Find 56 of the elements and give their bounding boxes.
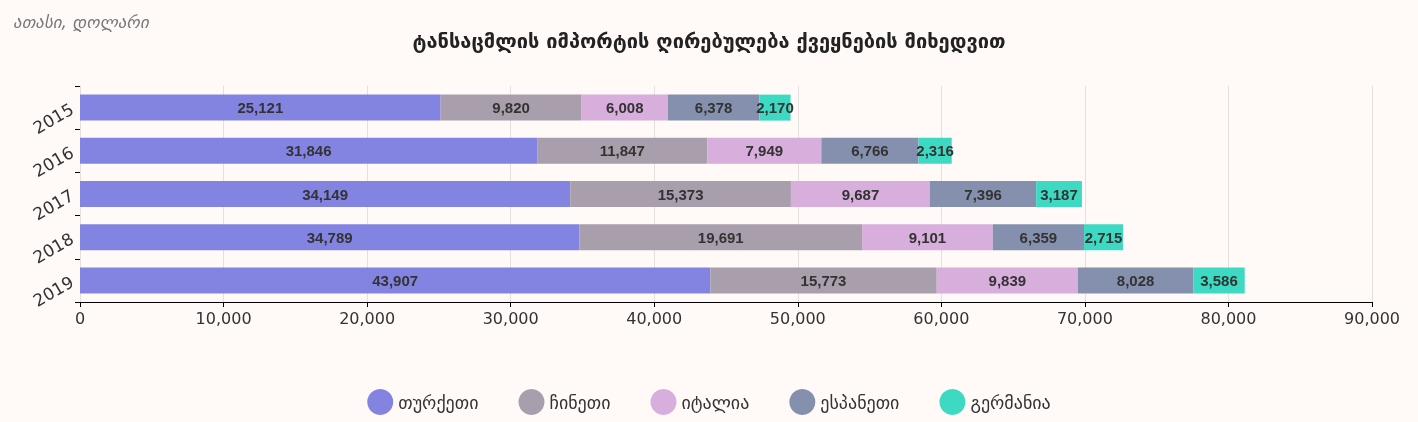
bar — [80, 224, 580, 251]
data-label: 9,101 — [908, 228, 947, 246]
x-tick-label: 70,000 — [1056, 308, 1113, 328]
bar — [80, 181, 571, 207]
chart-title: ტანსაცმლის იმპორტის ღირებულება ქვეყნების მიხედვით — [412, 29, 1006, 53]
data-label: 9,839 — [988, 271, 1027, 289]
bar — [707, 137, 822, 164]
legend-label: გერმანია — [970, 391, 1051, 413]
data-label: 9,820 — [492, 99, 530, 117]
bar — [440, 94, 582, 121]
data-label: 6,008 — [605, 99, 644, 117]
bar — [579, 224, 863, 251]
x-tick-label: 0 — [74, 308, 86, 328]
legend-label: ესპანეთი — [820, 391, 900, 413]
bar — [1077, 267, 1194, 294]
data-label: 15,773 — [800, 271, 847, 289]
x-tick-label: 60,000 — [913, 308, 970, 328]
legend-label: თურქეთი — [398, 391, 479, 413]
data-label: 15,373 — [657, 185, 704, 203]
data-label: 9,687 — [841, 185, 880, 203]
bar — [80, 137, 538, 164]
bar — [80, 267, 711, 294]
data-label: 7,396 — [964, 185, 1002, 203]
legend-label: იტალია — [681, 391, 750, 413]
data-label: 6,378 — [694, 99, 733, 117]
data-label: 3,187 — [1040, 185, 1078, 203]
bar — [80, 94, 441, 121]
data-label: 11,847 — [599, 142, 645, 160]
x-tick-label: 10,000 — [195, 308, 252, 328]
data-label: 8,028 — [1116, 271, 1155, 289]
data-label: 19,691 — [697, 228, 744, 246]
data-label: 43,907 — [372, 271, 419, 289]
legend-label: ჩინეთი — [549, 391, 611, 413]
data-label: 3,586 — [1200, 271, 1238, 289]
x-tick-label: 40,000 — [626, 308, 683, 328]
data-label: 7,949 — [745, 142, 784, 160]
data-label: 6,766 — [851, 142, 889, 160]
data-label: 31,846 — [285, 142, 332, 160]
data-label: 34,149 — [302, 185, 349, 203]
x-tick-label: 20,000 — [339, 308, 396, 328]
bar — [537, 137, 708, 164]
data-label: 2,715 — [1084, 228, 1123, 246]
bar — [936, 267, 1078, 294]
x-tick-label: 50,000 — [769, 308, 826, 328]
bar — [929, 181, 1037, 207]
x-tick-label: 90,000 — [1344, 308, 1400, 328]
data-label: 34,789 — [306, 228, 353, 246]
bar — [862, 224, 993, 251]
data-label: 25,121 — [237, 99, 284, 117]
data-label: 6,359 — [1019, 228, 1058, 246]
bar — [710, 267, 937, 294]
chart-subtitle: ათასი, დოლარი — [13, 11, 150, 32]
x-tick-label: 30,000 — [482, 308, 539, 328]
bar — [790, 181, 930, 207]
x-tick-label: 80,000 — [1200, 308, 1257, 328]
bar — [570, 181, 791, 207]
